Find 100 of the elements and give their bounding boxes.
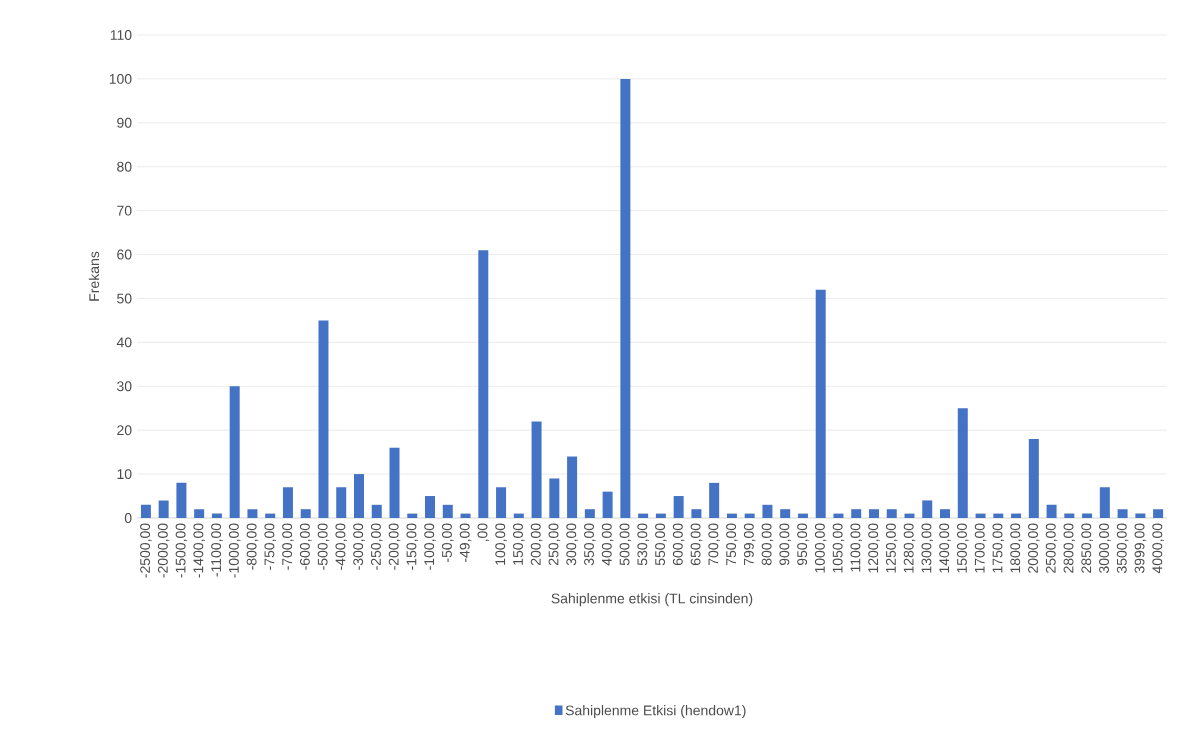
bar [1117, 509, 1128, 518]
bar [353, 474, 364, 518]
bar [247, 509, 258, 518]
bar [815, 289, 826, 518]
x-tick-label: -200,00 [388, 523, 401, 570]
x-tick-label: -1000,00 [228, 523, 241, 578]
x-tick-label: 350,00 [584, 523, 596, 566]
x-tick-label: 4000,00 [1152, 523, 1164, 574]
x-tick-label: 800,00 [761, 523, 774, 566]
x-tick-label: -250,00 [370, 523, 383, 570]
bar [993, 513, 1004, 518]
x-tick-label: 1100,00 [850, 523, 863, 572]
x-tick-label: -1500,00 [175, 523, 188, 578]
bar [780, 509, 791, 518]
x-tick-label: -500,00 [317, 523, 330, 570]
x-tick-label: 530,00 [637, 523, 649, 566]
bar [176, 482, 187, 518]
x-tick-label: -600,00 [299, 523, 312, 570]
bar [797, 513, 808, 518]
x-tick-label: 550,00 [655, 523, 667, 566]
bar [851, 509, 862, 518]
bar [655, 513, 666, 518]
x-tick-label: 799,00 [743, 523, 756, 566]
x-tick-label: 950,00 [797, 523, 809, 566]
bar [709, 482, 720, 518]
bar [567, 456, 578, 518]
x-tick-label: 700,00 [708, 523, 720, 566]
x-tick-label: -300,00 [353, 523, 365, 570]
y-tick-label: 90 [117, 117, 132, 128]
bar [1082, 513, 1093, 518]
bar [1135, 513, 1146, 518]
y-tick-label: 70 [117, 205, 132, 216]
x-tick-label: -100,00 [424, 523, 436, 570]
bar [549, 478, 560, 518]
x-tick-label: 1750,00 [992, 523, 1005, 573]
x-tick-label: 400,00 [601, 523, 614, 566]
x-tick-label: 2500,00 [1045, 523, 1058, 573]
bar [496, 487, 507, 518]
y-tick-label: 60 [117, 249, 132, 260]
x-tick-label: 900,00 [779, 523, 791, 566]
x-tick-label: 250,00 [548, 523, 561, 566]
x-tick-label: 150,00 [513, 523, 525, 565]
y-tick-label: 10 [117, 469, 132, 480]
x-tick-label: 600,00 [672, 523, 685, 566]
y-tick-label: 80 [117, 161, 132, 172]
bar [531, 421, 542, 518]
bar [957, 408, 968, 518]
y-tick-label: 110 [110, 30, 132, 40]
x-tick-label: 2000,00 [1028, 523, 1040, 573]
bar [282, 487, 293, 518]
x-tick-label: -49,00 [459, 523, 472, 562]
bar [460, 513, 471, 518]
x-tick-label: 1700,00 [974, 523, 987, 573]
x-tick-label: 1800,00 [1010, 523, 1022, 573]
bar [886, 509, 897, 518]
bar [336, 487, 347, 518]
x-tick-label: 3500,00 [1116, 523, 1129, 574]
bar [868, 509, 879, 518]
bar [620, 78, 631, 518]
x-tick-label: 3999,00 [1134, 523, 1147, 574]
bar [602, 491, 613, 518]
bar [1028, 438, 1039, 518]
y-tick-label: 30 [117, 381, 132, 392]
x-tick-label: 200,00 [530, 523, 543, 566]
bar [318, 320, 329, 518]
bar [1011, 513, 1022, 518]
bar [922, 500, 933, 518]
x-tick-label: ,00 [477, 523, 490, 542]
bar [513, 513, 524, 518]
legend-label: Sahiplenme Etkisi (hendow1) [565, 705, 746, 719]
x-tick-label: 300,00 [566, 523, 578, 566]
y-tick-label: 0 [124, 513, 132, 523]
bar [833, 513, 844, 518]
bar [407, 513, 418, 518]
y-tick-label: 100 [109, 73, 132, 84]
bar [158, 500, 169, 518]
x-tick-label: 1250,00 [885, 523, 898, 573]
bar [211, 513, 222, 518]
bar [726, 513, 737, 518]
x-tick-label: 750,00 [726, 523, 738, 566]
y-tick-label: 20 [117, 425, 132, 436]
x-tick-label: 1280,00 [903, 523, 916, 573]
x-tick-label: 1000,00 [814, 523, 827, 573]
bar [389, 447, 400, 518]
bar [691, 509, 702, 518]
x-tick-label: 500,00 [619, 523, 632, 566]
x-tick-label: -700,00 [282, 523, 294, 570]
bar [442, 504, 453, 518]
y-tick-label: 40 [116, 337, 132, 348]
bar [265, 513, 276, 518]
bar [744, 513, 755, 518]
x-tick-label: 650,00 [690, 523, 703, 566]
bar [1099, 487, 1110, 518]
y-axis-title: Frekans [88, 251, 100, 301]
bar [584, 509, 595, 518]
x-tick-label: -400,00 [335, 523, 348, 570]
y-tick-label: 50 [117, 293, 132, 304]
bar [673, 496, 684, 518]
x-axis-title: Sahiplenme etkisi (TL cinsinden) [551, 593, 753, 607]
x-tick-label: 1300,00 [921, 523, 934, 573]
